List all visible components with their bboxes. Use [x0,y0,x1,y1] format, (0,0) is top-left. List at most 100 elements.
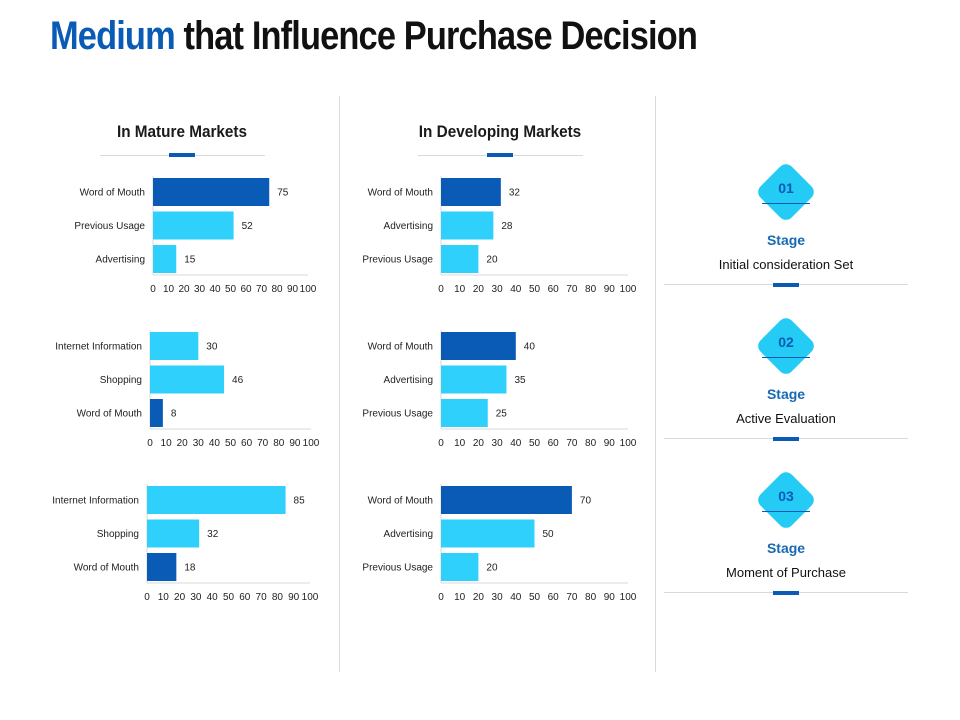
mature-chart-1: Word of Mouth 75 Previous Usage 52 Advertisi… [74,176,317,295]
tick-label: 90 [604,284,616,295]
bar [147,519,200,548]
developing-chart-2: Word of Mouth 40 Advertising 35 Previous Usa… [362,330,637,449]
stage-card-1: 01 Stage Initial consideration Set [664,160,908,292]
bar [441,399,488,427]
category-label: Advertising [96,255,145,266]
developing-markets-heading: In Developing Markets [418,122,582,141]
data-label: 40 [524,342,536,353]
category-label: Word of Mouth [368,188,433,199]
bar [147,486,286,514]
data-label: 70 [580,496,592,507]
category-label: Word of Mouth [77,409,142,420]
data-label: 52 [242,221,254,232]
category-label: Previous Usage [362,563,433,574]
stage-accent-mark [773,591,799,595]
tick-label: 50 [223,592,235,603]
tick-label: 70 [566,592,578,603]
developing-chart-3: Word of Mouth 70 Advertising 50 Previous Usa… [362,484,637,603]
tick-label: 90 [289,438,301,449]
bar [441,553,479,581]
tick-label: 30 [492,592,504,603]
category-label: Previous Usage [74,221,145,232]
data-label: 32 [207,529,219,540]
category-label: Advertising [384,375,433,386]
tick-label: 60 [548,284,560,295]
category-label: Word of Mouth [74,563,139,574]
title-rest: that Influence Purchase Decision [183,14,698,58]
bar [441,519,535,548]
developing-chart-1: Word of Mouth 32 Advertising 28 Previous Usa… [362,176,637,295]
data-label: 20 [486,563,498,574]
data-label: 46 [232,375,244,386]
data-label: 28 [501,221,513,232]
tick-label: 80 [585,592,597,603]
bar [441,178,501,206]
tick-label: 70 [256,284,268,295]
bar [153,178,270,206]
tick-label: 90 [287,284,299,295]
tick-label: 20 [174,592,186,603]
tick-label: 40 [207,592,219,603]
stage-number-underline [762,357,810,358]
heading-accent-mark [169,153,195,157]
stage-card-3: 03 Stage Moment of Purchase [664,468,908,600]
tick-label: 100 [620,592,637,603]
mature-chart-2: Internet Information 30 Shopping 46 Word of … [55,330,320,449]
data-label: 75 [277,188,289,199]
stage-label: Stage [766,232,806,248]
tick-label: 90 [288,592,300,603]
tick-label: 90 [604,592,616,603]
stage-number-underline [762,511,810,512]
tick-label: 60 [548,592,560,603]
stage-number: 03 [778,488,794,504]
data-label: 30 [206,342,218,353]
tick-label: 60 [241,438,253,449]
tick-label: 70 [257,438,269,449]
page-title: Medium that Influence Purchase Decision [50,14,698,59]
tick-label: 30 [190,592,202,603]
tick-label: 40 [510,592,522,603]
category-label: Previous Usage [362,409,433,420]
bar [441,332,516,360]
bar [150,332,199,360]
tick-label: 40 [209,438,221,449]
category-label: Previous Usage [362,255,433,266]
tick-label: 20 [473,284,485,295]
tick-label: 0 [147,438,153,449]
bar [441,486,572,514]
category-label: Internet Information [52,496,139,507]
tick-label: 100 [620,438,637,449]
data-label: 50 [543,529,555,540]
tick-label: 90 [604,438,616,449]
tick-label: 50 [225,284,237,295]
tick-label: 0 [144,592,150,603]
tick-label: 80 [273,438,285,449]
stage-accent-mark [773,437,799,441]
column-divider [655,96,656,672]
tick-label: 0 [438,438,444,449]
stage-accent-mark [773,283,799,287]
tick-label: 50 [529,284,541,295]
tick-label: 70 [256,592,268,603]
tick-label: 80 [585,438,597,449]
data-label: 25 [496,409,508,420]
tick-label: 100 [302,592,319,603]
tick-label: 10 [163,284,175,295]
bar [150,365,225,394]
tick-label: 10 [158,592,170,603]
category-label: Shopping [100,375,142,386]
category-label: Shopping [97,529,139,540]
stage-description: Moment of Purchase [726,565,846,580]
data-label: 15 [184,255,196,266]
bar [441,211,494,240]
category-label: Internet Information [55,342,142,353]
category-label: Word of Mouth [368,496,433,507]
data-label: 32 [509,188,521,199]
stage-label: Stage [766,540,806,556]
tick-label: 70 [566,284,578,295]
tick-label: 20 [178,284,190,295]
tick-label: 60 [548,438,560,449]
mature-chart-3: Internet Information 85 Shopping 32 Word of … [52,484,319,603]
tick-label: 0 [438,284,444,295]
tick-label: 40 [209,284,221,295]
